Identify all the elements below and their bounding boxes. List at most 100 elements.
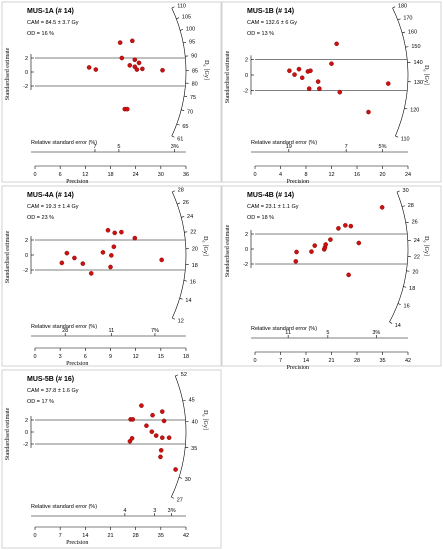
x-tick-label: 35: [379, 358, 385, 364]
arc-tick-label: 160: [408, 29, 417, 35]
panel-frame: [1, 1, 222, 183]
dose-label-sub: e: [202, 415, 207, 417]
data-point: [132, 235, 138, 241]
re-tick-label: 5: [326, 330, 329, 336]
band-tick-label: 2: [25, 56, 28, 62]
data-point: [348, 223, 354, 229]
precision-label: Precision: [66, 361, 88, 367]
panel-frame: [221, 1, 442, 183]
y-axis-label: Standardised estimate: [5, 47, 11, 100]
x-tick-label: 28: [133, 533, 139, 539]
x-tick-label: 42: [405, 358, 411, 364]
od-label: OD = 23 %: [27, 215, 54, 221]
dose-label-main: D: [203, 60, 209, 65]
data-point: [173, 467, 178, 472]
precision-label: Precision: [66, 179, 88, 185]
data-point: [346, 272, 351, 278]
precision-label: Precision: [287, 365, 309, 371]
arc-tick-label: 130: [414, 80, 423, 86]
data-point: [159, 409, 165, 414]
data-point: [144, 423, 149, 429]
arc-tick: [403, 286, 407, 288]
arc-tick-label: 120: [410, 108, 419, 114]
x-tick-label: 24: [405, 172, 411, 178]
arc-tick-label: 30: [185, 477, 191, 483]
arc-tick-label: 35: [191, 446, 197, 452]
x-tick-label: 18: [107, 172, 113, 178]
arc-tick: [401, 205, 405, 207]
arc-tick-label: 22: [414, 255, 420, 261]
data-point: [93, 67, 99, 72]
x-tick-label: 0: [253, 172, 256, 178]
cam-label: CAM = 37.8 ± 1.6 Gy: [27, 388, 79, 394]
dose-arc: [171, 375, 187, 498]
band-tick-label: 2: [245, 57, 248, 63]
arc-tick: [171, 496, 175, 499]
data-point: [287, 68, 292, 74]
data-point: [312, 243, 318, 248]
data-point: [86, 65, 92, 70]
arc-tick-label: 105: [182, 15, 191, 21]
data-point: [64, 250, 70, 256]
re-tick-label: 7: [345, 144, 348, 150]
arc-tick: [179, 298, 183, 300]
dose-axis-label: De [Gy]: [203, 60, 210, 80]
x-tick-label: 9: [109, 354, 112, 360]
dose-label-main: D: [202, 410, 208, 415]
x-tick-label: 21: [107, 533, 113, 539]
data-point: [127, 63, 133, 68]
precision-label: Precision: [66, 540, 88, 546]
band-tick-label: 2: [25, 418, 28, 424]
od-label: OD = 13 %: [247, 31, 274, 37]
arc-tick: [405, 46, 409, 48]
data-point: [80, 261, 86, 266]
panel-title: MUS-4B (# 14): [247, 192, 294, 199]
arc-tick: [181, 109, 185, 111]
radial-plot-2: MUS-1B (# 14) CAM = 132.6 ± 6 Gy OD = 13 %…: [221, 1, 442, 185]
re-tick-label: 3%: [171, 144, 179, 150]
arc-tick-label: 14: [395, 323, 401, 329]
arc-tick-label: 45: [189, 398, 195, 404]
arc-tick: [171, 135, 175, 138]
arc-tick-label: 28: [178, 187, 184, 193]
data-point: [72, 255, 77, 261]
data-point: [130, 417, 136, 422]
arc-tick-label: 18: [192, 263, 198, 269]
band-tick-label: -2: [243, 89, 248, 95]
data-point: [337, 89, 343, 95]
arc-tick-label: 20: [412, 270, 418, 276]
data-point: [109, 253, 114, 258]
precision-label: Precision: [287, 179, 309, 185]
dose-label-sub: e: [202, 241, 207, 243]
y-axis-label: Standardised estimate: [5, 230, 11, 283]
data-point: [129, 435, 135, 441]
arc-tick: [180, 29, 184, 31]
dose-label-main: D: [202, 236, 208, 241]
dose-label-main: D: [423, 236, 429, 241]
data-point: [112, 230, 117, 236]
data-point: [140, 66, 145, 72]
arc-tick-label: 95: [189, 40, 195, 46]
data-point: [292, 72, 297, 77]
x-tick-label: 42: [183, 533, 189, 539]
dose-label-unit: [Gy]: [202, 245, 208, 256]
x-tick-label: 0: [33, 354, 36, 360]
arc-tick-label: 52: [181, 372, 187, 378]
x-tick-label: 3: [59, 354, 62, 360]
dose-label-sub: e: [423, 70, 428, 72]
data-point: [294, 249, 299, 255]
x-tick-label: 6: [84, 354, 87, 360]
arc-tick-label: 65: [182, 124, 188, 130]
arc-tick-label: 26: [412, 220, 418, 226]
x-tick-label: 18: [183, 354, 189, 360]
cam-label: CAM = 84.5 ± 3.7 Gy: [27, 20, 79, 26]
arc-tick-label: 24: [414, 238, 420, 244]
data-point: [308, 68, 313, 74]
data-point: [158, 447, 164, 453]
x-tick-label: 35: [158, 533, 164, 539]
arc-tick-label: 110: [401, 136, 410, 142]
data-point: [134, 67, 140, 72]
data-point: [317, 86, 322, 91]
data-point: [366, 109, 371, 115]
arc-tick: [175, 374, 179, 377]
